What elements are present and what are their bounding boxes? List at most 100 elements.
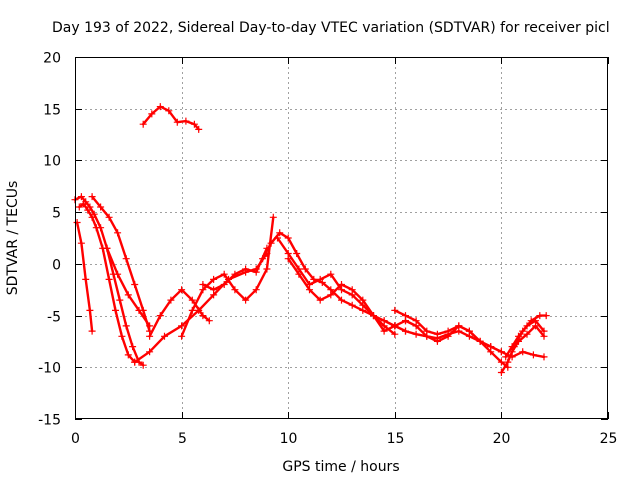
data-point-marker — [423, 332, 431, 340]
y-axis-label: SDTVAR / TECUs — [5, 181, 21, 296]
data-point-marker — [284, 255, 292, 263]
data-point-marker — [80, 200, 87, 208]
data-point-marker — [105, 275, 113, 283]
data-point-marker — [84, 206, 92, 214]
series-sat-e — [103, 244, 154, 330]
data-point-marker — [433, 337, 441, 345]
data-point-marker — [82, 275, 90, 283]
data-point-marker — [122, 255, 130, 263]
data-point-marker — [122, 322, 130, 330]
data-point-marker — [92, 224, 100, 232]
data-point-marker — [242, 265, 250, 273]
series-trace — [180, 216, 275, 338]
data-point-marker — [536, 312, 544, 320]
data-point-marker — [139, 361, 147, 369]
series-sat-g — [131, 250, 271, 366]
data-point-marker — [242, 296, 250, 304]
data-point-marker — [306, 286, 313, 294]
data-point-marker — [504, 358, 512, 366]
data-point-marker — [391, 306, 399, 314]
series-sat-i — [178, 213, 277, 340]
data-point-marker — [118, 332, 126, 340]
data-point-marker — [276, 229, 284, 237]
data-point-marker — [129, 343, 137, 351]
data-point-marker — [205, 317, 213, 325]
data-point-marker — [139, 120, 147, 128]
data-point-marker — [269, 213, 277, 221]
data-point-marker — [348, 301, 356, 309]
data-point-marker — [146, 348, 154, 356]
x-tick-label: 15 — [387, 431, 405, 447]
data-point-marker — [348, 286, 356, 294]
data-point-marker — [412, 322, 420, 330]
data-point-marker — [188, 306, 196, 314]
data-point-marker — [75, 203, 83, 211]
data-point-marker — [195, 125, 203, 133]
data-point-marker — [523, 322, 531, 330]
chart-title: Day 193 of 2022, Sidereal Day-to-day VTE… — [52, 20, 610, 36]
series-trace — [404, 319, 509, 369]
data-point-marker — [391, 322, 399, 330]
y-tick-label: 10 — [43, 154, 61, 170]
data-point-marker — [156, 103, 164, 111]
data-point-marker — [542, 312, 550, 320]
series-trace — [78, 202, 136, 364]
data-point-marker — [391, 330, 399, 338]
data-point-marker — [77, 193, 85, 201]
data-point-marker — [188, 296, 196, 304]
x-axis-ticks: 0 5 10 15 20 25 — [71, 57, 617, 447]
data-point-marker — [88, 213, 96, 221]
data-point-marker — [487, 348, 495, 356]
x-axis-label: GPS time / hours — [282, 459, 399, 475]
y-tick-label: -15 — [38, 413, 61, 429]
data-point-marker — [402, 327, 409, 335]
data-point-marker — [124, 351, 132, 359]
data-point-marker — [231, 286, 239, 294]
data-point-marker — [502, 353, 510, 361]
data-point-marker — [497, 348, 505, 356]
series-sat-d — [88, 193, 154, 335]
data-point-marker — [267, 239, 275, 247]
x-tick-label: 0 — [71, 431, 80, 447]
grid — [75, 57, 608, 419]
data-point-marker — [529, 351, 537, 359]
data-point-marker — [433, 330, 441, 338]
data-point-marker — [173, 118, 181, 126]
series-sat-q — [497, 312, 550, 376]
data-point-marker — [131, 358, 139, 366]
data-point-marker — [220, 270, 228, 278]
x-tick-label: 20 — [493, 431, 511, 447]
data-point-marker — [210, 275, 218, 283]
x-tick-label: 10 — [280, 431, 298, 447]
data-point-marker — [359, 296, 367, 304]
data-point-marker — [105, 213, 113, 221]
series-trace — [141, 105, 200, 131]
series-trace — [201, 247, 269, 291]
data-point-marker — [148, 110, 156, 118]
data-point-marker — [86, 306, 94, 314]
data-point-marker — [316, 296, 324, 304]
data-point-marker — [161, 332, 168, 340]
data-point-marker — [293, 250, 301, 257]
data-point-marker — [476, 337, 484, 345]
data-point-marker — [103, 244, 111, 252]
series-sat-p — [402, 317, 512, 371]
data-point-marker — [380, 327, 388, 335]
data-point-marker — [515, 337, 522, 345]
data-point-marker — [316, 275, 324, 283]
data-point-marker — [167, 296, 175, 304]
data-point-marker — [88, 193, 96, 201]
data-point-marker — [220, 281, 228, 288]
data-point-marker — [301, 265, 309, 273]
data-point-marker — [412, 330, 420, 338]
data-point-marker — [231, 270, 239, 278]
x-tick-label: 25 — [600, 431, 618, 447]
data-point-marker — [263, 265, 271, 273]
data-point-marker — [327, 291, 335, 299]
series-sat-c — [73, 219, 96, 335]
data-point-marker — [156, 312, 164, 320]
data-point-marker — [465, 327, 473, 335]
y-tick-label: 20 — [43, 51, 61, 67]
data-point-marker — [252, 286, 260, 294]
data-point-marker — [497, 369, 505, 376]
